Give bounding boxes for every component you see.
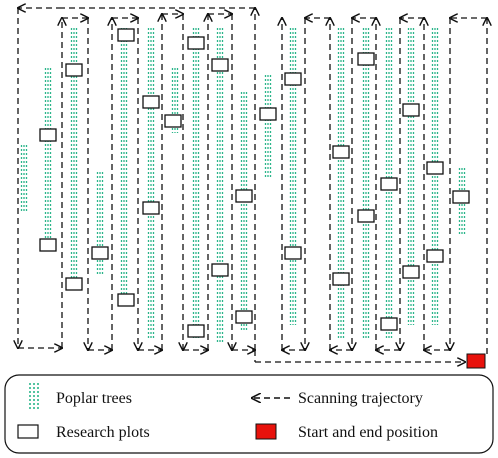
research-plot xyxy=(117,293,135,307)
tree-row xyxy=(120,28,128,298)
research-plot xyxy=(39,128,57,142)
tree-row xyxy=(362,28,370,340)
research-plot xyxy=(235,310,253,324)
legend-label-trees: Poplar trees xyxy=(56,390,132,407)
tree-row xyxy=(407,28,415,325)
legend-tree-swatch-icon xyxy=(29,383,39,410)
tree-row xyxy=(264,75,272,178)
research-plot xyxy=(39,238,57,252)
research-plot xyxy=(259,107,277,121)
legend-label-plots: Research plots xyxy=(56,424,150,441)
research-plots xyxy=(39,28,470,338)
tree-row xyxy=(431,28,439,325)
tree-row xyxy=(240,92,248,332)
research-plot xyxy=(284,246,302,260)
research-plot xyxy=(142,95,160,109)
research-plot xyxy=(187,36,205,50)
poplar-tree-rows xyxy=(20,28,466,342)
research-plot xyxy=(357,52,375,66)
research-plot xyxy=(65,277,83,291)
legend: Poplar trees Scanning trajectory Researc… xyxy=(4,374,494,454)
research-plot xyxy=(284,72,302,86)
research-plot xyxy=(426,249,444,263)
research-plot xyxy=(402,265,420,279)
legend-label-trajectory: Scanning trajectory xyxy=(298,390,423,407)
tree-row xyxy=(337,28,345,338)
legend-frame xyxy=(4,374,494,454)
research-plot xyxy=(380,177,398,191)
start-end-position-marker xyxy=(466,353,486,369)
tree-row xyxy=(216,28,224,342)
legend-start-end-swatch-icon xyxy=(255,423,277,440)
research-plot xyxy=(91,246,109,260)
research-plot xyxy=(235,189,253,203)
tree-row xyxy=(147,28,155,338)
research-plot xyxy=(65,63,83,77)
research-plot xyxy=(357,209,375,223)
tree-row xyxy=(171,68,179,133)
tree-row xyxy=(20,145,28,213)
research-plot xyxy=(452,190,470,204)
research-plot xyxy=(332,145,350,159)
research-plot xyxy=(117,28,135,42)
scanning-trajectory xyxy=(18,8,487,362)
research-plot xyxy=(426,161,444,175)
research-plot xyxy=(332,272,350,286)
research-plot xyxy=(211,58,229,72)
tree-row xyxy=(44,68,52,248)
research-plot xyxy=(164,114,182,128)
research-plot xyxy=(187,324,205,338)
tree-row xyxy=(192,28,200,340)
legend-label-start-end: Start and end position xyxy=(298,424,438,441)
research-plot xyxy=(380,317,398,331)
research-plot xyxy=(211,263,229,277)
research-plot xyxy=(402,103,420,117)
legend-plot-swatch-icon xyxy=(17,424,39,439)
research-plot xyxy=(142,201,160,215)
